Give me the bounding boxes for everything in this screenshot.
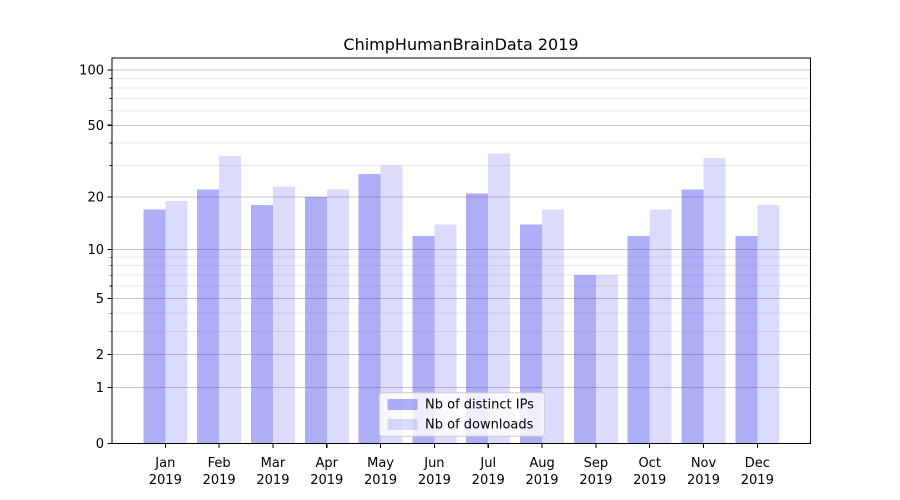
bar-Nov-2019-s1: [703, 158, 726, 444]
y-tick-label-0: 0: [96, 437, 104, 452]
bar-Jan-2019-s1: [165, 201, 188, 444]
bar-Sep-2019-s0: [573, 275, 596, 444]
x-tick-label-month-Nov: Nov: [691, 456, 717, 471]
bar-May-2019-s0: [358, 173, 381, 444]
x-axis: Jan 2019 Feb 2019 Mar 2019 Apr 2019 May 2019 Jun 20…: [149, 443, 774, 488]
x-tick-label-year-Dec: 2019: [741, 473, 774, 488]
y-axis: 0 1 2 5 10 20 50 100: [79, 64, 112, 452]
legend-label-1: Nb of downloads: [425, 418, 534, 433]
x-tick-label-year-Jun: 2019: [418, 473, 451, 488]
x-tick-label-month-Jul: Jul: [479, 456, 496, 471]
legend-label-0: Nb of distinct IPs: [425, 398, 534, 413]
legend-box: [378, 392, 545, 437]
y-tick-label-50: 50: [87, 119, 104, 134]
bar-Jun-2019-s0: [412, 235, 435, 444]
x-tick-label-year-Nov: 2019: [687, 473, 720, 488]
bar-Jul-2019-s1: [488, 153, 511, 444]
x-tick-label-year-Sep: 2019: [579, 473, 612, 488]
x-tick-label-year-Jan: 2019: [149, 473, 182, 488]
y-tick-label-20: 20: [87, 191, 104, 206]
x-tick-label-month-Oct: Oct: [638, 456, 660, 471]
y-tick-label-10: 10: [87, 243, 104, 258]
x-tick-label-month-May: May: [367, 456, 394, 471]
bar-Oct-2019-s1: [649, 209, 672, 444]
x-tick-label-month-Mar: Mar: [261, 456, 286, 471]
bar-Aug-2019-s1: [542, 209, 565, 444]
bar-Apr-2019-s1: [326, 189, 349, 444]
y-minor-gridlines: [112, 77, 811, 332]
chart-title: ChimpHumanBrainData 2019: [343, 35, 578, 54]
bar-Aug-2019-s0: [520, 224, 543, 444]
bars-series-0: [143, 173, 758, 444]
chart-content: 0 1 2 5 10 20 50 100 Jan 2019 Feb 2019 Mar 2019 Apr 201…: [79, 57, 812, 488]
bar-Feb-2019-s0: [197, 189, 220, 444]
x-tick-label-month-Sep: Sep: [584, 456, 609, 471]
y-tick-label-5: 5: [96, 292, 104, 307]
x-tick-label-month-Jun: Jun: [423, 456, 444, 471]
legend-swatch-1: [387, 418, 418, 430]
x-tick-label-year-Feb: 2019: [203, 473, 236, 488]
x-tick-label-month-Dec: Dec: [745, 456, 770, 471]
bar-Jun-2019-s1: [434, 224, 457, 444]
bar-Jan-2019-s0: [143, 209, 166, 444]
bar-Apr-2019-s0: [304, 197, 327, 444]
x-tick-label-month-Feb: Feb: [208, 456, 231, 471]
y-tick-label-1: 1: [96, 381, 104, 396]
x-tick-label-year-Oct: 2019: [633, 473, 666, 488]
legend-swatch-0: [387, 398, 418, 410]
x-tick-label-year-Apr: 2019: [310, 473, 343, 488]
bar-May-2019-s1: [380, 165, 403, 444]
bar-Jul-2019-s0: [466, 193, 489, 444]
bar-Mar-2019-s0: [250, 205, 273, 444]
bar-Nov-2019-s0: [681, 189, 704, 444]
x-tick-label-year-Mar: 2019: [256, 473, 289, 488]
x-tick-label-month-Apr: Apr: [316, 456, 339, 471]
bar-Dec-2019-s0: [735, 235, 758, 444]
x-tick-label-year-Jul: 2019: [472, 473, 505, 488]
axes-frame: [111, 57, 812, 445]
x-tick-label-month-Aug: Aug: [529, 456, 554, 471]
bar-Dec-2019-s1: [757, 205, 780, 444]
bars-series-1: [165, 153, 780, 444]
x-tick-label-month-Jan: Jan: [154, 456, 175, 471]
bar-Feb-2019-s1: [219, 155, 242, 444]
bar-Mar-2019-s1: [272, 186, 295, 444]
x-tick-label-year-May: 2019: [364, 473, 397, 488]
x-tick-label-year-Aug: 2019: [525, 473, 558, 488]
legend: Nb of distinct IPs Nb of downloads: [378, 392, 545, 437]
bar-Oct-2019-s0: [627, 235, 650, 444]
bar-Sep-2019-s1: [595, 275, 618, 444]
y-tick-label-100: 100: [79, 64, 104, 79]
y-tick-label-2: 2: [96, 348, 104, 363]
